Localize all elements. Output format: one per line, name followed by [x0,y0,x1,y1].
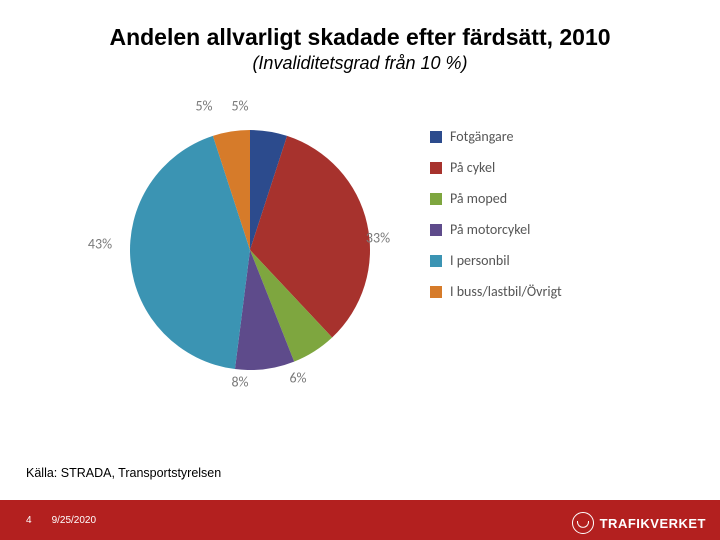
footer-bar: 4 9/25/2020 TRAFIKVERKET [0,500,720,540]
legend-swatch [430,193,442,205]
legend-swatch [430,162,442,174]
legend-item: På cykel [430,159,630,176]
pie-slice-label: 43% [88,236,112,253]
legend: Fotgängare På cykel På moped På motorcykel I… [430,128,630,314]
legend-label: På motorcykel [450,221,530,238]
legend-swatch [430,224,442,236]
brand-text: TRAFIKVERKET [600,516,706,531]
main-title: Andelen allvarligt skadade efter färdsät… [0,24,720,51]
legend-item: I buss/lastbil/Övrigt [430,283,630,300]
legend-label: På moped [450,190,507,207]
legend-item: På moped [430,190,630,207]
pie-slice-label: 33% [366,230,390,247]
legend-swatch [430,131,442,143]
pie-slice-label: 8% [231,374,248,391]
pie-chart: 5%33%6%8%43%5% [130,130,370,370]
brand-logo-icon [572,512,594,534]
legend-swatch [430,255,442,267]
page-number: 4 [26,515,32,526]
legend-label: I buss/lastbil/Övrigt [450,283,562,300]
brand: TRAFIKVERKET [572,512,706,534]
legend-item: På motorcykel [430,221,630,238]
subtitle: (Invaliditetsgrad från 10 %) [0,53,720,74]
legend-swatch [430,286,442,298]
chart-area: 5%33%6%8%43%5% Fotgängare På cykel På mope… [0,110,720,430]
legend-label: Fotgängare [450,128,513,145]
legend-item: Fotgängare [430,128,630,145]
legend-label: I personbil [450,252,510,269]
legend-item: I personbil [430,252,630,269]
pie-slice-label: 5% [231,98,248,115]
pie-slice-label: 5% [195,98,212,115]
legend-label: På cykel [450,159,495,176]
source-text: Källa: STRADA, Transportstyrelsen [26,466,221,480]
pie-slice-label: 6% [289,370,306,387]
footer-date: 9/25/2020 [52,515,97,526]
